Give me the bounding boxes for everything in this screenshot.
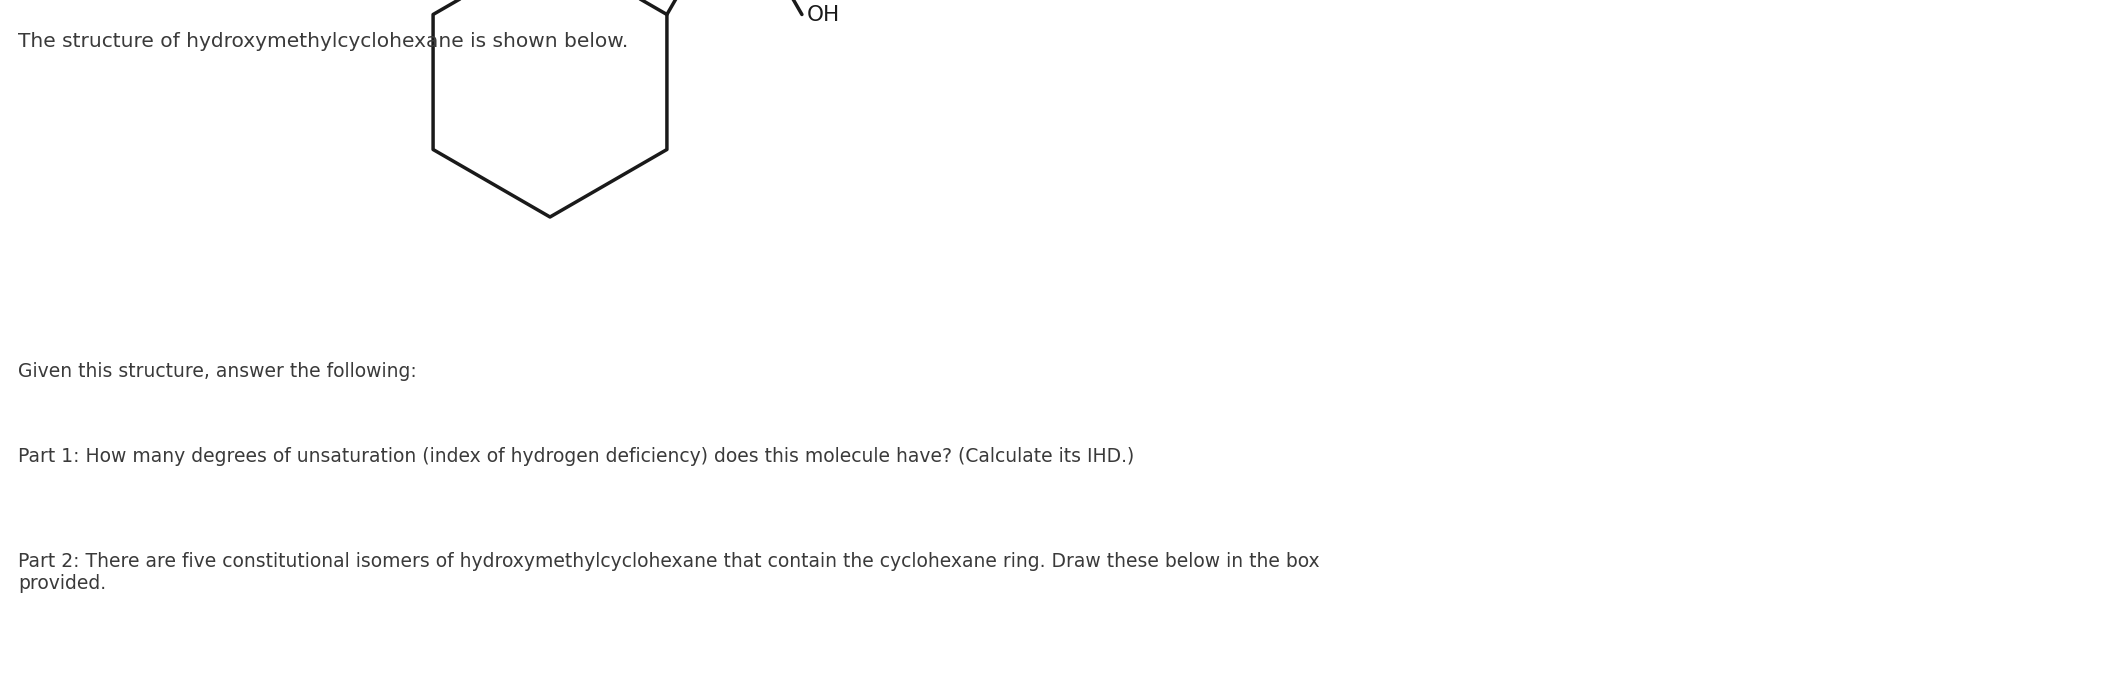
Text: Part 2: There are five constitutional isomers of hydroxymethylcyclohexane that c: Part 2: There are five constitutional is… [17,552,1319,593]
Text: OH: OH [807,5,841,25]
Text: The structure of hydroxymethylcyclohexane is shown below.: The structure of hydroxymethylcyclohexan… [17,32,629,51]
Text: Given this structure, answer the following:: Given this structure, answer the followi… [17,362,416,381]
Text: Part 1: How many degrees of unsaturation (index of hydrogen deficiency) does thi: Part 1: How many degrees of unsaturation… [17,447,1134,466]
